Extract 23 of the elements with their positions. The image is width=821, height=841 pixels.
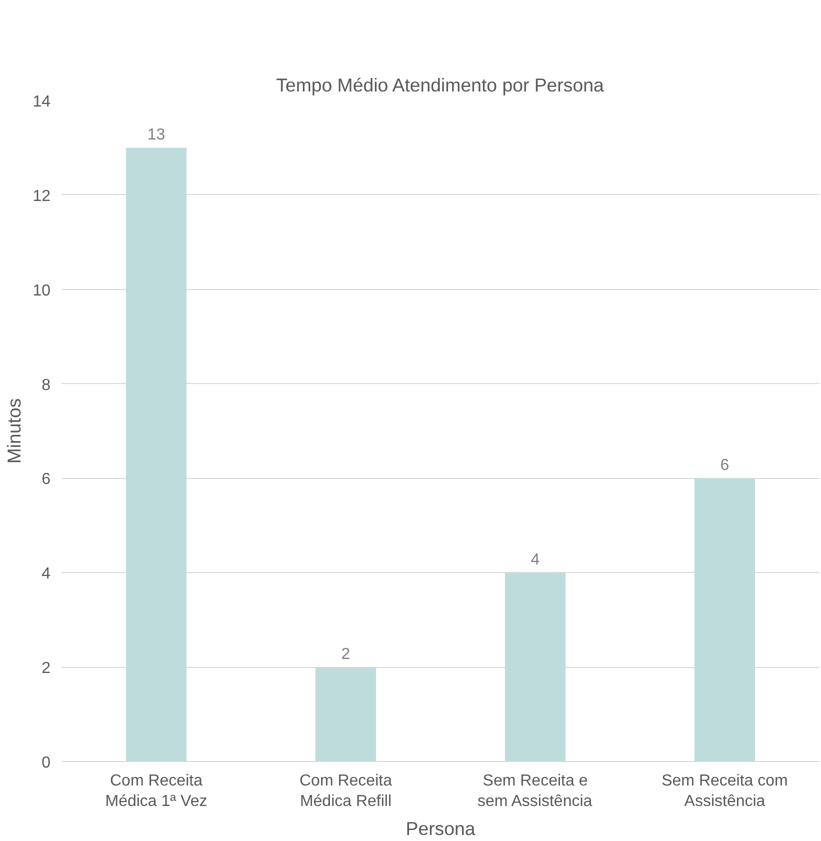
bar [315,667,376,762]
bar [694,478,756,762]
data-label: 13 [147,126,166,144]
x-tick-label: Sem Receita e sem Assistência [477,772,592,810]
y-tick-label: 2 [42,660,51,678]
y-tick-label: 12 [32,188,51,205]
data-label: 6 [720,457,730,474]
x-tick-label: Com Receita Médica Refill [300,772,392,810]
y-tick-label: 4 [42,566,51,583]
y-tick-label: 6 [42,471,51,488]
data-label: 2 [341,646,350,664]
y-axis-title: Minutos [4,398,25,464]
bar [126,148,187,762]
y-tick-label: 0 [42,754,51,772]
data-label: 4 [530,552,540,569]
x-tick-label: Com Receita Médica 1ª Vez [105,772,208,810]
chart-title: Tempo Médio Atendimento por Persona [276,74,604,96]
x-tick-label: Sem Receita com Assistência [662,772,788,810]
y-tick-label: 8 [42,376,51,394]
y-tick-label: 14 [32,94,51,110]
bar [504,572,566,762]
x-axis-title: Persona [406,818,476,839]
y-tick-label: 10 [32,282,51,300]
